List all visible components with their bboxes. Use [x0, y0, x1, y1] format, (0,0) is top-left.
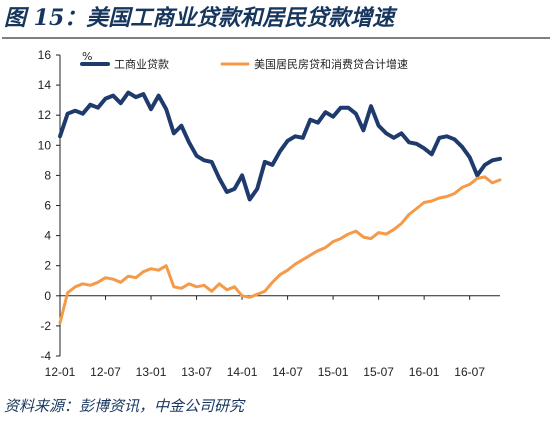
y-tick-label: -4	[40, 349, 51, 363]
x-tick-label: 14-01	[227, 365, 258, 379]
y-tick-label: 6	[44, 199, 51, 213]
y-tick-label: 4	[44, 229, 51, 243]
y-tick-label: 8	[44, 168, 51, 182]
x-tick-label: 14-07	[272, 365, 303, 379]
line-chart: -4 -2 0 2 4 6 8 10 12 14 16 12-01 12-07 13-01 13-07 14-…	[38, 48, 502, 379]
chart-axes: -4 -2 0 2 4 6 8 10 12 14 16 12-01 12-07 13-01 13-07 14-…	[38, 48, 500, 379]
x-tick-label: 12-01	[45, 365, 76, 379]
series-line-1	[58, 90, 502, 202]
figure-source: 资料来源：彭博资讯，中金公司研究	[4, 397, 245, 415]
x-tick-label: 12-07	[90, 365, 121, 379]
series-line-2	[58, 175, 502, 325]
x-tick-label: 15-01	[318, 365, 349, 379]
y-tick-label: 0	[44, 289, 51, 303]
legend-label-1: 工商业贷款	[114, 57, 169, 71]
y-tick-label: 16	[38, 48, 52, 62]
x-tick-label: 13-07	[181, 365, 212, 379]
x-tick-label: 16-07	[454, 365, 485, 379]
y-tick-label: 2	[44, 259, 51, 273]
x-tick-label: 15-07	[363, 365, 394, 379]
x-tick-label: 13-01	[136, 365, 167, 379]
chart-legend: 工商业贷款 美国居民房贷和消费贷合计增速	[80, 57, 408, 71]
y-tick-label: 10	[38, 138, 52, 152]
y-tick-label: 14	[38, 78, 52, 92]
x-tick-label: 16-01	[409, 365, 440, 379]
title-divider	[2, 37, 550, 39]
y-tick-label: 12	[38, 108, 52, 122]
chart-series	[58, 90, 502, 325]
y-axis-unit: %	[82, 50, 92, 63]
y-tick-label: -2	[40, 319, 51, 333]
figure-title: 图 15：美国工商业贷款和居民贷款增速	[4, 5, 395, 31]
legend-label-2: 美国居民房贷和消费贷合计增速	[254, 57, 408, 71]
